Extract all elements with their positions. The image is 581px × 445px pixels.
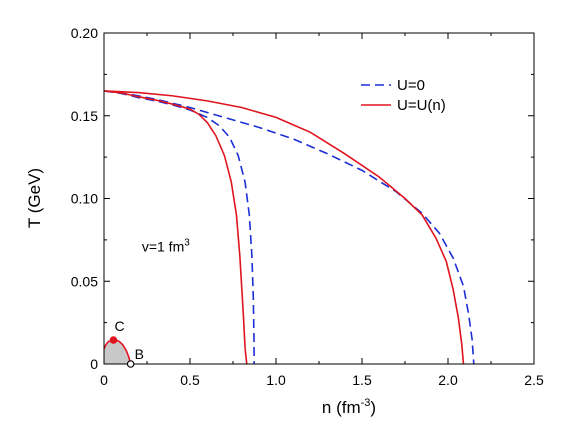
volume-annotation: v=1 fm3: [142, 237, 190, 254]
y-tick-label-3: 0.15: [71, 108, 98, 124]
x-tick-label-2: 1.0: [266, 372, 286, 388]
legend-label-u0: U=0: [397, 77, 425, 94]
y-tick-label-0: 0: [90, 356, 98, 372]
point-marker-b: [126, 360, 135, 368]
tick-layer: 0 0.5 1.0 1.5 2.0 2.5 0 0.05 0.10 0.15 0.20: [71, 25, 544, 388]
y-axis-title: T (GeV): [25, 168, 44, 228]
series-line-2: [104, 90, 248, 364]
point-marker-c: [109, 336, 118, 344]
x-axis-title-sup: -3: [361, 397, 371, 409]
x-tick-label-4: 2.0: [438, 372, 458, 388]
x-tick-label-5: 2.5: [524, 372, 544, 388]
y-tick-label-1: 0.05: [71, 273, 98, 289]
series-layer: [104, 90, 475, 364]
x-tick-label-0: 0: [100, 372, 108, 388]
legend-label-un: U=U(n): [397, 97, 446, 114]
point-label-c: C: [114, 318, 124, 334]
y-tick-label-4: 0.20: [71, 25, 98, 41]
annotation-sup: 3: [184, 237, 190, 248]
point-label-b: B: [135, 346, 144, 362]
series-line-1: [104, 90, 475, 364]
series-line-4: [104, 339, 132, 364]
legend: U=0 U=U(n): [361, 77, 446, 114]
x-axis-title: n (fm-3): [322, 397, 376, 417]
series-line-0: [104, 90, 255, 364]
marker-layer: CB: [109, 318, 144, 368]
x-tick-label-3: 1.5: [352, 372, 372, 388]
series-line-3: [104, 90, 465, 364]
plot-frame: [103, 32, 535, 365]
x-tick-label-1: 0.5: [180, 372, 200, 388]
y-tick-label-2: 0.10: [71, 191, 98, 207]
shaded-region: [104, 340, 131, 364]
